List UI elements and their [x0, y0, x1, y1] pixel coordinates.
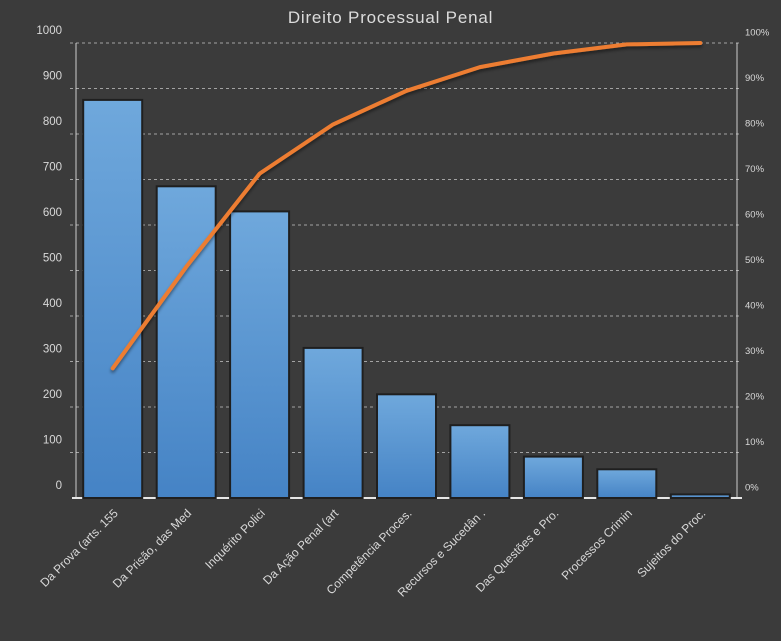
x-axis-category-label: Da Prova (arts. 155 [37, 506, 121, 590]
bar-2 [155, 185, 217, 500]
y-left-tick-label: 100 [43, 435, 62, 447]
y-left-tick-label: 400 [43, 298, 62, 310]
x-axis-category-label: Inquérito Polici [202, 506, 268, 572]
y-right-tick-label: 30% [745, 346, 765, 357]
y-right-tick-label: 90% [745, 73, 765, 84]
y-right-tick-label: 80% [745, 119, 765, 130]
y-left-tick-label: 200 [43, 389, 62, 401]
y-left-tick-label: 500 [43, 253, 62, 265]
y-right-tick-label: 50% [745, 255, 765, 266]
bar-9 [669, 493, 731, 499]
bar-8 [596, 468, 658, 499]
y-left-tick-label: 900 [43, 71, 62, 83]
x-axis-category-label: Da Ação Penal (art [260, 506, 342, 588]
y-left-tick-label: 600 [43, 207, 62, 219]
y-right-tick-label: 70% [745, 164, 765, 175]
cumulative-line [110, 41, 703, 371]
x-axis-category-label: Das Questões e Pro. [473, 506, 562, 595]
x-axis-category-label: Da Prisão, das Med [110, 506, 194, 590]
y-right-tick-label: 10% [745, 437, 765, 448]
y-left-tick-label: 700 [43, 162, 62, 174]
chart-title: Direito Processual Penal [287, 8, 494, 27]
y-left-tick-label: 1000 [36, 25, 62, 37]
y-right-tick-label: 20% [745, 392, 765, 403]
y-right-tick-label: 0% [745, 483, 759, 494]
y-left-tick-label: 0 [56, 480, 62, 492]
bar-1 [82, 98, 144, 500]
bar-4 [302, 346, 364, 499]
y-right-tick-label: 40% [745, 301, 765, 312]
bar-5 [376, 393, 437, 499]
bar-3 [229, 210, 291, 499]
x-axis-category-label: Sujeitos do Proc. [634, 506, 708, 580]
y-right-tick-label: 60% [745, 210, 765, 221]
y-left-tick-label: 300 [43, 344, 62, 356]
y-right-tick-label: 100% [745, 28, 770, 39]
y-left-tick-label: 800 [43, 116, 62, 128]
bar-7 [522, 455, 584, 500]
x-axis-category-label: Processos Crimin [559, 506, 635, 582]
bar-6 [449, 424, 511, 500]
